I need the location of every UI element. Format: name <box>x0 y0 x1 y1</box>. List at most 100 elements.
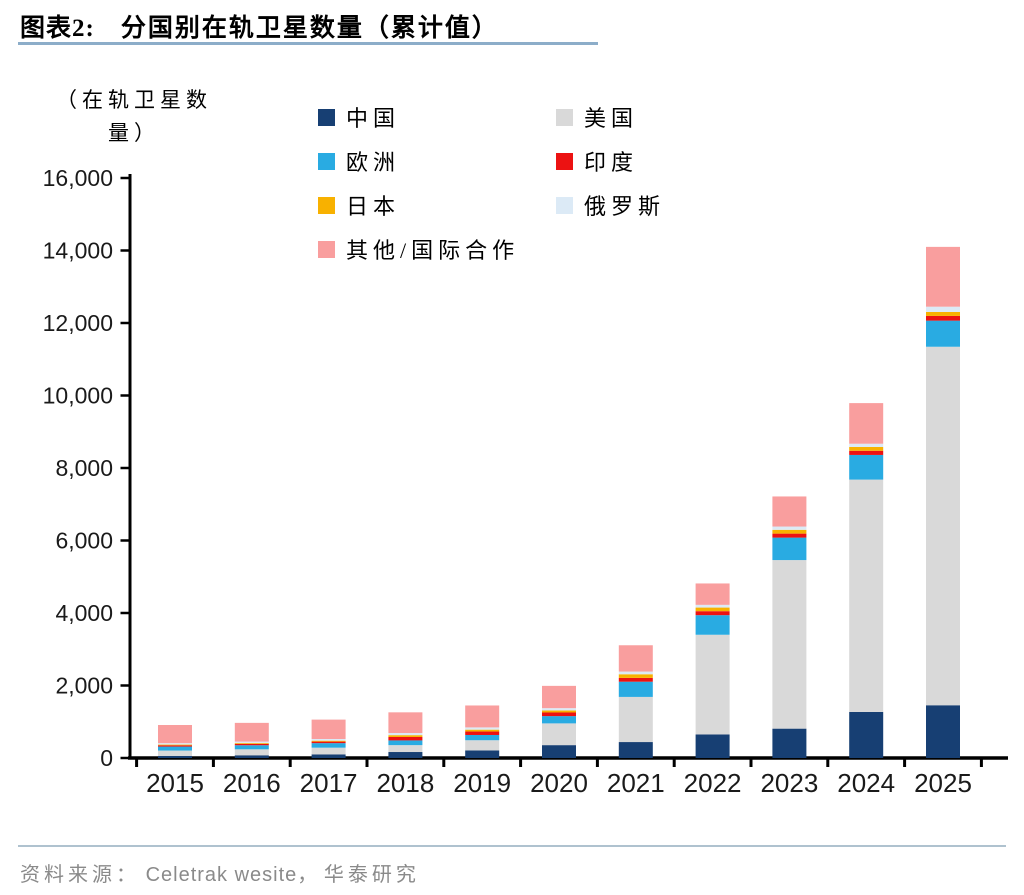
x-axis-category-label: 2021 <box>607 768 665 798</box>
bar-segment-2024-其他/国际合作 <box>849 403 884 444</box>
bar-segment-2020-印度 <box>542 712 576 717</box>
figure-number: 图表2: <box>20 15 95 42</box>
page-title: 分国别在轨卫星数量（累计值） <box>120 15 499 42</box>
legend-swatch-icon <box>318 196 335 214</box>
bar-segment-2023-日本 <box>772 529 807 534</box>
bar-segment-2018-美国 <box>388 745 423 753</box>
legend-item-0: 中国 <box>318 101 556 133</box>
y-axis-tick-label: 6,000 <box>55 528 113 554</box>
bar-segment-2015-中国 <box>158 756 192 758</box>
x-axis-category-label: 2023 <box>760 768 818 798</box>
bar-segment-2017-欧洲 <box>311 743 346 748</box>
source-prefix: 资料来源： <box>20 864 140 886</box>
bar-segment-2023-印度 <box>772 533 807 538</box>
source-citation: Celetrak wesite， <box>145 864 319 886</box>
bar-segment-2023-其他/国际合作 <box>772 496 807 527</box>
bar-segment-2025-其他/国际合作 <box>926 246 960 307</box>
bar-segment-2019-日本 <box>465 729 500 732</box>
bar-segment-2025-欧洲 <box>926 320 960 347</box>
x-axis-category-label: 2022 <box>684 768 742 798</box>
bar-segment-2015-其他/国际合作 <box>158 725 192 744</box>
bar-segment-2025-印度 <box>926 315 960 321</box>
bar-segment-2015-美国 <box>158 750 192 757</box>
bar-segment-2021-中国 <box>618 742 653 758</box>
legend-item-6: 其他/国际合作 <box>318 233 556 265</box>
bar-segment-2024-美国 <box>849 479 884 712</box>
y-axis-tick-label: 12,000 <box>43 310 113 336</box>
x-axis-category-label: 2018 <box>376 768 434 798</box>
bar-segment-2020-日本 <box>542 710 576 713</box>
chart-header: 图表2: 分国别在轨卫星数量（累计值） <box>20 8 499 44</box>
y-axis-tick-label: 16,000 <box>43 165 113 191</box>
legend-swatch-icon <box>556 152 573 170</box>
bar-segment-2017-其他/国际合作 <box>311 719 346 740</box>
bar-segment-2022-印度 <box>695 611 730 616</box>
bar-segment-2016-俄罗斯 <box>234 741 269 744</box>
bar-segment-2018-日本 <box>388 735 423 737</box>
bar-segment-2017-俄罗斯 <box>311 739 346 741</box>
bar-segment-2023-欧洲 <box>772 537 807 561</box>
source-note: 资料来源： Celetrak wesite， 华泰研究 <box>20 858 420 887</box>
bar-segment-2019-欧洲 <box>465 734 500 741</box>
bar-segment-2015-俄罗斯 <box>158 743 192 745</box>
legend-swatch-icon <box>318 108 335 126</box>
x-axis-category-label: 2020 <box>530 768 588 798</box>
legend-label: 印度 <box>584 150 639 175</box>
legend-item-4: 日本 <box>318 189 556 221</box>
title-underline <box>18 42 598 45</box>
bar-segment-2019-印度 <box>465 731 500 735</box>
bar-segment-2019-其他/国际合作 <box>465 705 500 728</box>
bar-segment-2024-印度 <box>849 450 884 455</box>
bar-segment-2024-俄罗斯 <box>849 443 884 447</box>
bar-segment-2019-美国 <box>465 740 500 751</box>
legend-label: 日本 <box>346 194 401 219</box>
x-axis-category-label: 2025 <box>914 768 972 798</box>
bar-segment-2020-其他/国际合作 <box>542 685 576 709</box>
bar-segment-2019-中国 <box>465 750 500 758</box>
bar-segment-2023-美国 <box>772 560 807 729</box>
bar-segment-2016-中国 <box>234 755 269 758</box>
legend-label: 俄罗斯 <box>584 194 666 219</box>
bar-segment-2021-日本 <box>618 674 653 678</box>
bar-segment-2022-欧洲 <box>695 615 730 635</box>
bar-segment-2016-美国 <box>234 749 269 756</box>
y-axis-tick-label: 4,000 <box>55 600 113 626</box>
bar-segment-2025-中国 <box>926 705 960 758</box>
bar-segment-2016-其他/国际合作 <box>234 722 269 742</box>
bar-segment-2025-美国 <box>926 346 960 706</box>
bar-segment-2020-中国 <box>542 745 576 758</box>
y-axis-unit-label: （在轨卫星数 量） <box>26 84 242 149</box>
legend-item-5: 俄罗斯 <box>556 189 816 221</box>
bar-segment-2017-印度 <box>311 741 346 744</box>
bar-segment-2016-欧洲 <box>234 745 269 750</box>
y-axis-tick-label: 8,000 <box>55 455 113 481</box>
bar-segment-2021-欧洲 <box>618 681 653 697</box>
source-suffix: 华泰研究 <box>323 864 420 886</box>
x-axis-category-label: 2017 <box>300 768 358 798</box>
stacked-bar-chart: 0 2,000 4,000 6,000 8,000 10,000 12,000 14,000 1… <box>43 165 1008 798</box>
bar-segment-2024-日本 <box>849 446 884 451</box>
legend-label: 中国 <box>346 106 401 131</box>
bar-segment-2023-俄罗斯 <box>772 526 807 530</box>
bar-segment-2021-其他/国际合作 <box>618 645 653 672</box>
y-axis-unit-line1: （在轨卫星数 <box>56 88 212 112</box>
bar-segment-2015-印度 <box>158 745 192 747</box>
legend-swatch-icon <box>556 108 573 126</box>
bar-segment-2020-俄罗斯 <box>542 708 576 711</box>
x-axis-category-label: 2016 <box>223 768 281 798</box>
bar-segment-2022-中国 <box>695 734 730 758</box>
bar-segment-2024-欧洲 <box>849 454 884 480</box>
bar-segment-2021-美国 <box>618 696 653 743</box>
bar-segment-2021-俄罗斯 <box>618 671 653 675</box>
chart-legend: 中国 美国欧洲 印度日本 俄罗斯其他/国际合作 <box>318 101 816 265</box>
bar-segment-2015-日本 <box>158 744 192 746</box>
bar-segment-2016-日本 <box>234 743 269 744</box>
bar-segment-2017-中国 <box>311 754 346 758</box>
legend-label: 美国 <box>584 106 639 131</box>
legend-label: 欧洲 <box>346 150 401 175</box>
bar-segment-2018-印度 <box>388 736 423 741</box>
y-axis-tick-label: 2,000 <box>55 673 113 699</box>
legend-swatch-icon <box>318 152 335 170</box>
bar-segment-2025-日本 <box>926 311 960 316</box>
legend-item-2: 欧洲 <box>318 145 556 177</box>
